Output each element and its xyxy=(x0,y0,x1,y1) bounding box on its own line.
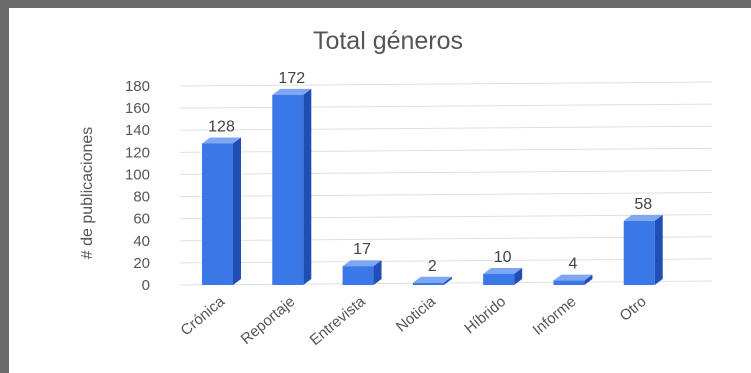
bar-front-face xyxy=(272,94,304,285)
bar-side-face xyxy=(233,137,241,285)
gridline xyxy=(179,236,713,242)
y-tick-label: 20 xyxy=(133,255,150,272)
x-category-labels: Crónica Reportaje Entrevista Noticia Híbrido… xyxy=(178,293,650,349)
data-label: 172 xyxy=(278,70,305,87)
y-tick-label: 60 xyxy=(133,211,150,228)
y-tick-label: 160 xyxy=(125,100,150,117)
bar-top-face xyxy=(483,267,523,274)
x-category-label: Híbrido xyxy=(461,293,509,337)
bar-side-face xyxy=(514,267,523,285)
bar xyxy=(553,274,593,285)
y-tick-label: 120 xyxy=(125,144,150,161)
bar-side-face xyxy=(443,276,452,285)
data-label: 58 xyxy=(634,196,652,213)
y-tick-label: 100 xyxy=(125,166,150,183)
bar-top-face xyxy=(272,88,312,95)
x-category-label: Otro xyxy=(616,293,649,325)
chart-title: Total géneros xyxy=(313,27,463,55)
data-label: 17 xyxy=(353,241,371,258)
bar-side-face xyxy=(373,260,382,285)
gridline xyxy=(179,81,713,87)
x-category-label: Entrevista xyxy=(307,293,370,349)
bar-front-face xyxy=(342,266,374,285)
x-category-label: Reportaje xyxy=(238,293,299,348)
bar-front-face xyxy=(483,273,515,285)
bar-top-face xyxy=(412,276,452,283)
y-tick-label: 180 xyxy=(125,78,150,95)
x-category-label: Informe xyxy=(530,293,580,339)
bar-front-face xyxy=(412,282,444,285)
bar xyxy=(272,88,312,285)
y-tick-label: 80 xyxy=(133,189,150,206)
bar-side-face xyxy=(654,214,663,285)
data-label: 4 xyxy=(568,256,577,273)
bar xyxy=(623,214,663,285)
gridlines xyxy=(179,81,713,286)
gridline xyxy=(179,214,713,220)
bar-front-face xyxy=(202,143,233,285)
y-tick-label: 140 xyxy=(125,122,150,139)
y-tick-label: 0 xyxy=(142,277,150,294)
gridline xyxy=(179,169,713,175)
bar-top-face xyxy=(202,137,241,144)
y-axis-label: # de publicaciones xyxy=(79,127,96,260)
gridline xyxy=(179,103,713,109)
data-label: 2 xyxy=(428,258,437,275)
gridline xyxy=(179,192,713,198)
bar-top-face xyxy=(553,274,593,281)
y-tick-label: 40 xyxy=(133,233,150,250)
data-label: 128 xyxy=(208,118,235,135)
gridline xyxy=(179,258,713,264)
bar xyxy=(483,267,523,285)
data-label: 10 xyxy=(494,249,512,266)
bars xyxy=(202,88,663,285)
bar xyxy=(202,137,241,285)
bar-side-face xyxy=(303,88,312,285)
gridline xyxy=(179,125,713,131)
bar-front-face xyxy=(553,280,585,285)
bar xyxy=(342,260,382,285)
y-tick-labels: 0 20 40 60 80 100 120 140 160 180 xyxy=(125,78,150,294)
bar xyxy=(412,276,452,285)
x-category-label: Crónica xyxy=(178,293,229,340)
bar-top-face xyxy=(623,214,663,221)
bar-front-face xyxy=(623,220,655,285)
x-category-label: Noticia xyxy=(393,293,440,336)
bar-top-face xyxy=(342,260,382,267)
bar-side-face xyxy=(584,274,593,285)
gridline xyxy=(179,147,713,153)
